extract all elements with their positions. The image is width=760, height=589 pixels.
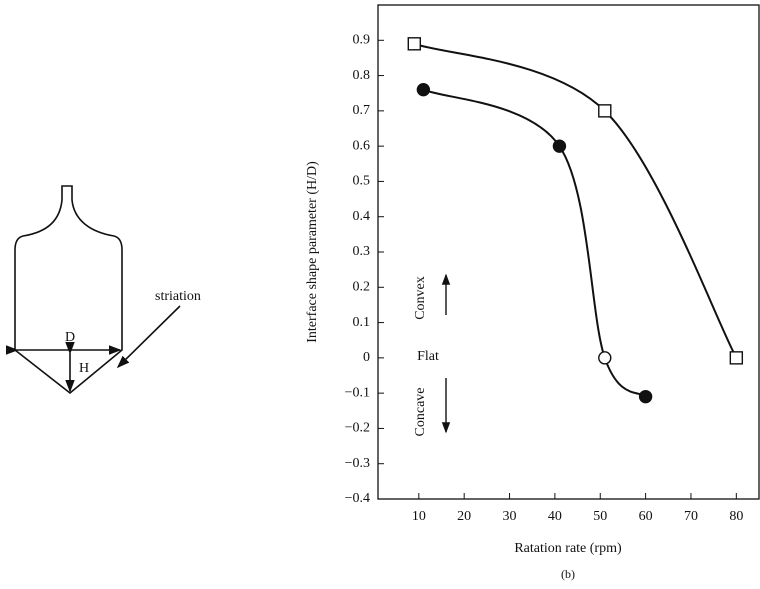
y-tick-label: −0.4	[345, 491, 370, 506]
x-tick-label: 60	[639, 509, 653, 524]
y-axis-label: Interface shape parameter (H/D)	[305, 161, 320, 343]
circle-marker	[598, 351, 612, 365]
y-tick-label: 0.1	[353, 315, 371, 330]
circle-marker	[552, 139, 567, 153]
square-marker	[598, 104, 612, 118]
x-tick-label: 30	[503, 509, 517, 524]
y-tick-label: 0.3	[353, 244, 371, 259]
convex-label: Convex	[413, 276, 428, 320]
crystal-diagram	[5, 185, 181, 395]
crystal-outline	[14, 185, 123, 395]
y-tick-label: −0.3	[345, 456, 370, 471]
x-tick-label: 10	[412, 509, 426, 524]
x-tick-label: 50	[593, 509, 607, 524]
square-marker	[729, 351, 744, 365]
striation-arrow	[116, 305, 181, 369]
x-tick-label: 70	[684, 509, 698, 524]
y-tick-label: 0.8	[353, 68, 371, 83]
y-tick-label: 0.2	[353, 280, 371, 295]
height-label: H	[79, 361, 89, 376]
y-tick-label: 0.6	[353, 138, 371, 153]
circle-marker	[416, 82, 431, 97]
x-tick-label: 20	[457, 509, 471, 524]
square-marker	[407, 37, 421, 51]
y-tick-label: −0.1	[345, 385, 370, 400]
caption: (b)	[561, 567, 575, 581]
y-tick-label: 0.7	[353, 103, 371, 118]
plot-frame	[377, 4, 760, 500]
x-tick-label: 40	[548, 509, 562, 524]
y-tick-label: 0.5	[353, 174, 371, 189]
x-axis-label: Ratation rate (rpm)	[514, 541, 622, 556]
concave-label: Concave	[413, 388, 428, 437]
x-tick-label: 80	[729, 509, 743, 524]
circle-marker	[638, 389, 653, 404]
y-tick-label: 0.9	[353, 33, 371, 48]
y-tick-label: 0.4	[353, 209, 371, 224]
flat-label: Flat	[417, 349, 439, 364]
width-label: D	[65, 330, 75, 345]
striation-label: striation	[155, 289, 201, 304]
curve	[422, 88, 647, 398]
y-tick-label: −0.2	[345, 421, 370, 436]
curve	[413, 42, 738, 359]
y-tick-label: 0	[363, 350, 370, 365]
